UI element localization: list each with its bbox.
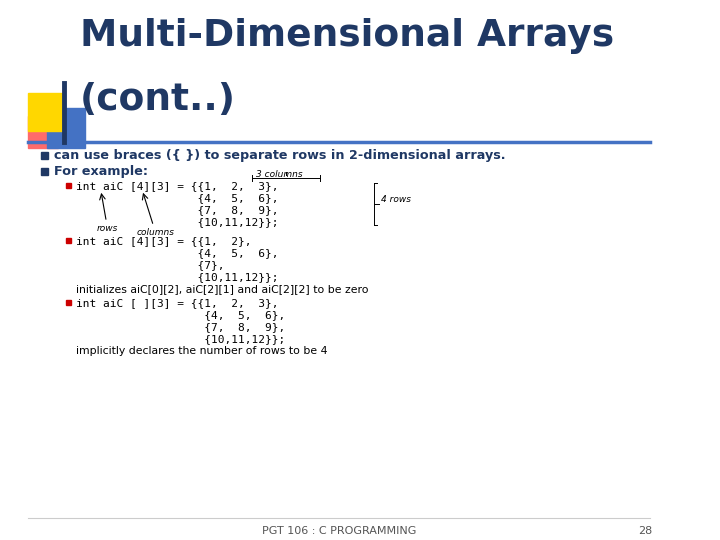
Text: {10,11,12}};: {10,11,12}}; [76,217,279,227]
Bar [28,116,58,148]
Bar [66,238,71,243]
Text: initializes aiC[0][2], aiC[2][1] and aiC[2][2] to be zero: initializes aiC[0][2], aiC[2][1] and aiC… [76,284,369,294]
Text: Multi-Dimensional Arrays: Multi-Dimensional Arrays [80,18,614,54]
Text: {7,  8,  9},: {7, 8, 9}, [76,205,279,215]
Text: For example:: For example: [54,165,148,178]
Bar [42,168,48,175]
Text: 4 rows: 4 rows [382,194,411,204]
Text: int aiC [4][3] = {{1,  2},: int aiC [4][3] = {{1, 2}, [76,236,252,246]
Text: {7},: {7}, [76,260,225,270]
Text: {4,  5,  6},: {4, 5, 6}, [76,310,286,320]
Text: (cont..): (cont..) [80,82,236,118]
Text: {7,  8,  9},: {7, 8, 9}, [76,322,286,332]
Text: int aiC [ ][3] = {{1,  2,  3},: int aiC [ ][3] = {{1, 2, 3}, [76,298,279,308]
Text: {4,  5,  6},: {4, 5, 6}, [76,248,279,258]
Text: {10,11,12}};: {10,11,12}}; [76,272,279,282]
Bar [66,183,71,188]
Bar [42,152,48,159]
Text: columns: columns [137,228,174,237]
Text: {4,  5,  6},: {4, 5, 6}, [76,193,279,203]
Bar [28,93,64,131]
Text: int aiC [4][3] = {{1,  2,  3},: int aiC [4][3] = {{1, 2, 3}, [76,181,279,191]
Text: implicitly declares the number of rows to be 4: implicitly declares the number of rows t… [76,346,328,356]
Bar [47,108,85,148]
Text: 3 columns: 3 columns [256,170,302,179]
Text: PGT 106 : C PROGRAMMING: PGT 106 : C PROGRAMMING [262,526,416,536]
Text: rows: rows [97,224,118,233]
Text: 28: 28 [639,526,652,536]
Text: {10,11,12}};: {10,11,12}}; [76,334,286,344]
Bar [66,300,71,305]
Text: can use braces ({ }) to separate rows in 2-dimensional arrays.: can use braces ({ }) to separate rows in… [54,149,505,162]
